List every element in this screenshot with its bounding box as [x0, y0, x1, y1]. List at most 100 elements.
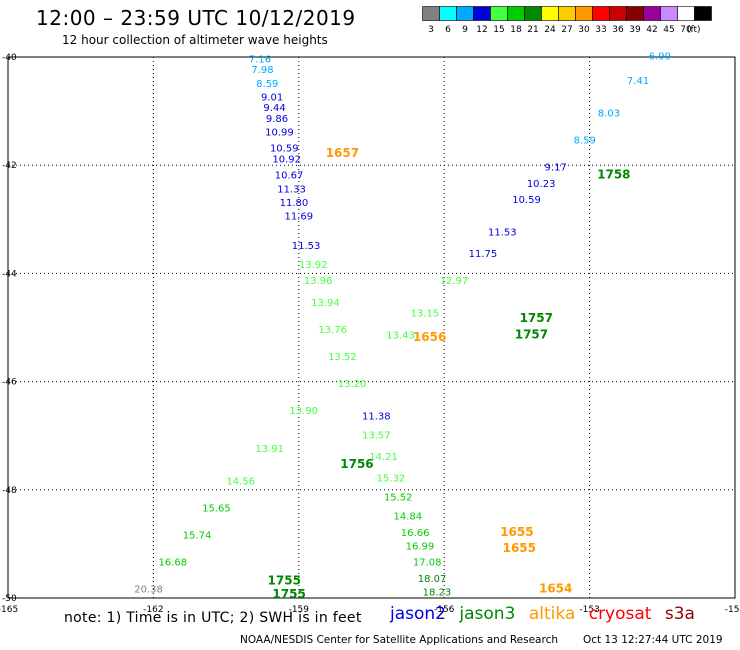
- swh-label-jason3: 13.52: [328, 352, 357, 363]
- swh-label-jason3: 14.84: [394, 512, 423, 523]
- pass-time-label: 1756: [340, 457, 373, 471]
- swh-colorbar: 3 6 9 12 15 18 21 24 27 30 33 36 39 42 45 70(ft): [422, 6, 712, 35]
- swh-label-jason2: 9.44: [263, 103, 285, 114]
- pass-time-label: 1656: [413, 330, 446, 344]
- swh-label-jason2: 8.59: [256, 79, 278, 90]
- swh-label-jason2: 7.98: [251, 65, 273, 76]
- colorbar-label: 3: [428, 25, 434, 35]
- legend-jason2: jason2: [390, 604, 446, 624]
- x-tick-label: -156: [434, 605, 455, 615]
- page-title: 12:00 – 23:59 UTC 10/12/2019: [36, 6, 356, 30]
- swh-label-jason2: 11.80: [280, 198, 309, 209]
- pass-time-label: 1755: [268, 573, 301, 587]
- pass-time-label: 1655: [503, 541, 536, 555]
- swh-label-jason3: 13.92: [299, 260, 328, 271]
- y-tick-label: -40: [2, 53, 17, 63]
- colorbar-label: 36: [612, 25, 624, 35]
- swh-label-jason3: 13.20: [338, 379, 367, 390]
- plot-frame: [7, 56, 736, 599]
- legend-altika: altika: [528, 604, 576, 624]
- swh-label-jason3: 13.43: [386, 330, 415, 341]
- swh-label-jason3: 11.75: [469, 249, 498, 260]
- swh-label-jason2: 10.59: [270, 144, 299, 155]
- swh-label-jason3: 15.52: [384, 493, 413, 504]
- colorbar-label: 33: [595, 25, 606, 35]
- x-tick-label: -150: [725, 605, 740, 615]
- swh-label-jason3: 7.41: [627, 76, 649, 87]
- y-tick-label: -42: [2, 161, 17, 171]
- colorbar-label: 15: [493, 25, 504, 35]
- swh-label-jason3: 13.94: [311, 298, 340, 309]
- swh-label-jason2: 7.16: [249, 54, 271, 65]
- swh-label-jason2: 10.67: [275, 171, 304, 182]
- swh-label-jason3: 8.03: [598, 109, 620, 120]
- swh-label-jason3: 10.23: [527, 179, 556, 190]
- generation-timestamp: Oct 13 12:27:44 UTC 2019: [583, 634, 723, 646]
- y-tick-label: -44: [2, 269, 17, 279]
- swh-label-jason3: 20.38: [134, 585, 163, 596]
- swh-label-jason2: 10.92: [272, 154, 301, 165]
- swh-label-jason3: 15.32: [377, 474, 406, 485]
- swh-label-jason3: 16.99: [406, 541, 435, 552]
- swh-label-jason3: 17.08: [413, 558, 442, 569]
- swh-label-jason3: 8.59: [574, 136, 596, 147]
- swh-label-jason3: 11.53: [488, 228, 517, 239]
- swh-label-jason2: 11.33: [277, 184, 306, 195]
- swh-label-jason3: 12.97: [440, 276, 469, 287]
- colorbar-label: 45: [663, 25, 674, 35]
- swh-label-jason3: 15.74: [183, 530, 212, 541]
- pass-time-label: 1755: [272, 587, 305, 601]
- x-tick-label: -165: [0, 605, 18, 615]
- swh-label-jason2: 10.99: [265, 127, 294, 138]
- colorbar-label: 30: [578, 25, 590, 35]
- pass-time-label: 1655: [500, 525, 533, 539]
- colorbar-swatch: [694, 6, 712, 21]
- y-tick-label: -46: [2, 378, 17, 388]
- x-tick-label: -162: [143, 605, 163, 615]
- swh-label-jason2: 11.53: [292, 241, 321, 252]
- credit-line: NOAA/NESDIS Center for Satellite Applica…: [240, 634, 558, 646]
- colorbar-label: 27: [561, 25, 572, 35]
- colorbar-label: 21: [527, 25, 538, 35]
- y-tick-label: -48: [2, 486, 17, 496]
- swh-label-jason3: 6.99: [649, 52, 671, 63]
- swh-label-jason3: 13.96: [304, 276, 333, 287]
- swh-label-jason3: 14.56: [226, 476, 255, 487]
- swh-label-jason3: 13.57: [362, 430, 391, 441]
- swh-label-jason3: 10.59: [512, 195, 541, 206]
- legend-cryosat: cryosat: [588, 604, 652, 624]
- legend-jason3: jason3: [459, 604, 516, 624]
- colorbar-label: 39: [629, 25, 641, 35]
- swh-label-jason3: 18.07: [418, 574, 447, 585]
- legend-s3a: s3a: [664, 604, 695, 624]
- x-tick-label: -153: [579, 605, 599, 615]
- x-tick-label: -159: [289, 605, 310, 615]
- swh-label-jason3: 16.68: [158, 558, 187, 569]
- swh-label-jason3: 16.66: [401, 528, 430, 539]
- colorbar-label: 24: [544, 25, 556, 35]
- swh-label-jason3: 13.15: [410, 309, 439, 320]
- y-tick-label: -50: [2, 594, 17, 604]
- pass-time-label: 1657: [326, 146, 359, 160]
- satellite-legend: jason2 jason3 altika cryosat s3a: [390, 604, 703, 624]
- swh-label-jason3: 18.23: [423, 587, 452, 598]
- pass-time-label: 1757: [515, 327, 548, 341]
- swh-label-jason3: 9.17: [545, 163, 567, 174]
- pass-time-label: 1758: [597, 168, 630, 182]
- swh-label-jason2: 11.69: [284, 211, 313, 222]
- swh-label-jason2: 9.01: [261, 92, 283, 103]
- pass-time-label: 1654: [539, 582, 572, 596]
- swh-label-jason3: 14.21: [369, 452, 398, 463]
- swh-label-jason3: 13.76: [318, 325, 347, 336]
- swh-label-jason3: 13.90: [289, 406, 318, 417]
- colorbar-label: 12: [476, 25, 487, 35]
- colorbar-label: 18: [510, 25, 522, 35]
- swh-label-jason3: 13.91: [255, 444, 284, 455]
- colorbar-label: 42: [646, 25, 657, 35]
- page-subtitle: 12 hour collection of altimeter wave hei…: [62, 33, 328, 47]
- pass-time-label: 1757: [520, 311, 553, 325]
- footer-note: note: 1) Time is in UTC; 2) SWH is in fe…: [64, 610, 362, 626]
- colorbar-label: 6: [445, 25, 451, 35]
- swh-label-jason2: 11.38: [362, 411, 391, 422]
